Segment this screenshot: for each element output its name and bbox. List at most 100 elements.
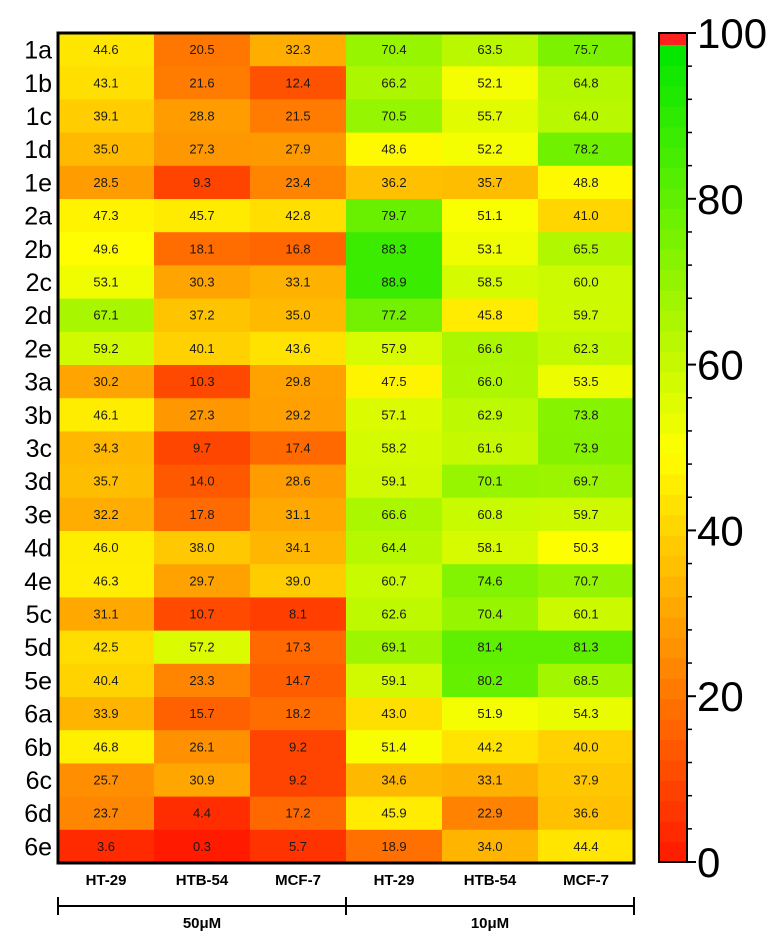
cell-value-label: 25.7 [93,773,118,788]
row-label: 3a [24,369,52,397]
heatmap-cell [58,697,155,731]
heatmap-cell [58,497,155,532]
cell-value-label: 62.9 [477,407,502,422]
colorbar-segment [659,453,687,475]
heatmap-cell [442,199,539,233]
colorbar-segment [659,800,687,822]
cell-value-label: 49.6 [93,241,118,256]
cell-value-label: 70.4 [477,607,502,622]
row-label: 1e [24,169,52,197]
colorbar-segment [659,821,687,843]
row-label: 2a [24,203,52,231]
cell-value-label: 40.1 [189,341,214,356]
heatmap-cell [538,331,635,366]
colorbar-segment [659,719,687,741]
colorbar-segment [659,45,687,67]
heatmap-cell [154,597,251,632]
heatmap-cell [154,829,251,864]
cell-value-label: 51.1 [477,208,502,223]
heatmap-cell [538,265,635,300]
heatmap-cell [154,531,251,565]
heatmap-cell [346,730,443,764]
column-label: MCF-7 [275,872,321,889]
row-label: 5c [26,601,52,629]
cell-value-label: 42.8 [285,208,310,223]
colorbar-segment [659,371,687,393]
colorbar-segment [659,739,687,761]
cell-value-label: 14.0 [189,474,214,489]
heatmap-cell [538,730,635,764]
heatmap-cell [538,431,635,466]
heatmap-cell [154,663,251,698]
cell-value-label: 44.4 [573,839,598,854]
cell-value-label: 64.8 [573,75,598,90]
row-label: 6a [24,701,52,729]
cell-value-label: 57.2 [189,640,214,655]
cell-value-label: 60.0 [573,275,598,290]
colorbar-segment [659,780,687,802]
cell-value-label: 34.1 [285,540,310,555]
heatmap-cell [154,365,251,399]
colorbar-segment [659,616,687,638]
cell-value-label: 88.9 [381,275,406,290]
cell-value-label: 18.9 [381,839,406,854]
cell-value-label: 17.3 [285,640,310,655]
heatmap-cell [346,464,443,499]
heatmap-cell [346,265,443,300]
heatmap-cell [250,232,347,266]
colorbar-segment [659,147,687,169]
heatmap-cell [250,132,347,167]
heatmap-cell [58,66,155,100]
heatmap-cell [442,763,539,798]
cell-value-label: 46.3 [93,573,118,588]
cell-value-label: 65.5 [573,241,598,256]
heatmap-cell [154,165,251,200]
cell-value-label: 74.6 [477,573,502,588]
group-label: 10μM [471,915,509,932]
row-label: 2c [26,269,52,297]
colorbar-segment [659,187,687,209]
heatmap-cell [442,398,539,432]
heatmap-cell [58,564,155,598]
heatmap-cell [58,663,155,698]
heatmap-cell [442,365,539,399]
cell-value-label: 52.2 [477,142,502,157]
heatmap-cell [442,597,539,632]
cell-value-label: 50.3 [573,540,598,555]
heatmap-cell [538,232,635,266]
heatmap-cell [538,199,635,233]
cell-value-label: 59.7 [573,308,598,323]
cell-value-label: 32.2 [93,507,118,522]
row-label: 6c [26,767,52,795]
cell-value-label: 55.7 [477,109,502,124]
cell-value-label: 46.0 [93,540,118,555]
colorbar-tick-label: 40 [697,507,744,554]
cell-value-label: 67.1 [93,308,118,323]
heatmap-cell [538,398,635,432]
cell-value-label: 9.7 [193,441,211,456]
heatmap-cell [58,431,155,466]
heatmap-cell [250,697,347,731]
heatmap-cell [154,298,251,333]
heatmap-cell [442,829,539,864]
cell-value-label: 46.8 [93,739,118,754]
cell-value-label: 0.3 [193,839,211,854]
colorbar-segment [659,412,687,434]
heatmap-cell [250,730,347,764]
colorbar-segment [659,535,687,557]
colorbar-segment [659,555,687,577]
heatmap-cell [250,763,347,798]
cell-value-label: 53.1 [93,275,118,290]
colorbar-segment [659,657,687,679]
row-label: 1d [24,136,52,164]
cell-value-label: 32.3 [285,42,310,57]
heatmap-cell [538,564,635,598]
heatmap-cell [154,132,251,167]
row-label: 6b [24,734,52,762]
cell-value-label: 40.4 [93,673,118,688]
cell-value-label: 18.2 [285,706,310,721]
heatmap-cell [154,398,251,432]
cell-value-label: 43.1 [93,75,118,90]
heatmap-cell [58,298,155,333]
cell-value-label: 36.6 [573,806,598,821]
